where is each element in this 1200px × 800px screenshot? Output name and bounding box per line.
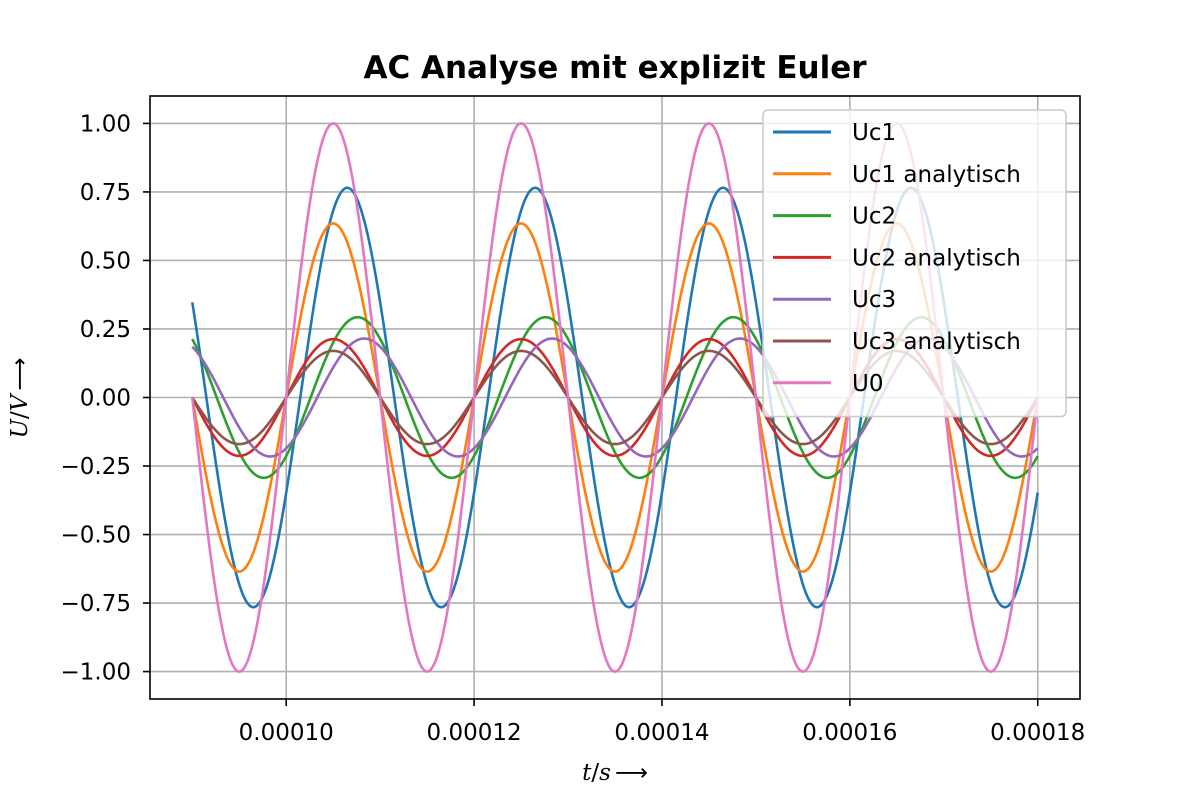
legend-label-uc1: Uc1: [852, 120, 896, 146]
y-tick-label: 0.25: [80, 317, 131, 343]
x-axis-label: t/s ⟶: [582, 760, 648, 786]
x-tick-label: 0.00016: [802, 720, 897, 746]
chart-title: AC Analyse mit explizit Euler: [363, 50, 867, 86]
y-axis-unit: V: [7, 392, 33, 411]
legend-label-uc1-analytisch: Uc1 analytisch: [852, 162, 1021, 188]
y-tick-label: −0.25: [61, 454, 131, 480]
x-tick-label: 0.00010: [239, 720, 334, 746]
y-tick-label: −0.50: [61, 523, 131, 549]
x-axis-symbol: t: [582, 760, 592, 786]
x-tick-label: 0.00014: [614, 720, 709, 746]
legend-label-uc3-analytisch: Uc3 analytisch: [852, 329, 1021, 355]
y-tick-label: −0.75: [61, 591, 131, 617]
legend-label-uc3: Uc3: [852, 287, 896, 313]
axis-ticks: 0.00010 0.00012 0.00014 0.00016 0.00018 −1.00…: [61, 111, 1086, 746]
x-axis-arrow: ⟶: [615, 760, 648, 786]
x-tick-label: 0.00018: [990, 720, 1085, 746]
x-axis-unit: s: [599, 760, 611, 786]
y-tick-label: 0.75: [80, 180, 131, 206]
y-tick-label: 0.50: [80, 248, 131, 274]
legend-label-u0: U0: [852, 371, 883, 397]
legend: Uc1 Uc1 analytisch Uc2 Uc2 analytisch Uc3 Uc3…: [762, 109, 1067, 418]
legend-label-uc2-analytisch: Uc2 analytisch: [852, 245, 1021, 271]
y-tick-label: 0.00: [80, 386, 131, 412]
legend-box: [762, 109, 1067, 418]
y-tick-label: −1.00: [61, 660, 131, 686]
y-axis-symbol: U: [7, 417, 33, 438]
y-tick-label: 1.00: [80, 111, 131, 137]
y-axis-arrow: ⟶: [7, 358, 33, 391]
x-tick-label: 0.00012: [427, 720, 522, 746]
y-axis-label: U/V⟶: [7, 358, 33, 439]
legend-label-uc2: Uc2: [852, 204, 896, 230]
